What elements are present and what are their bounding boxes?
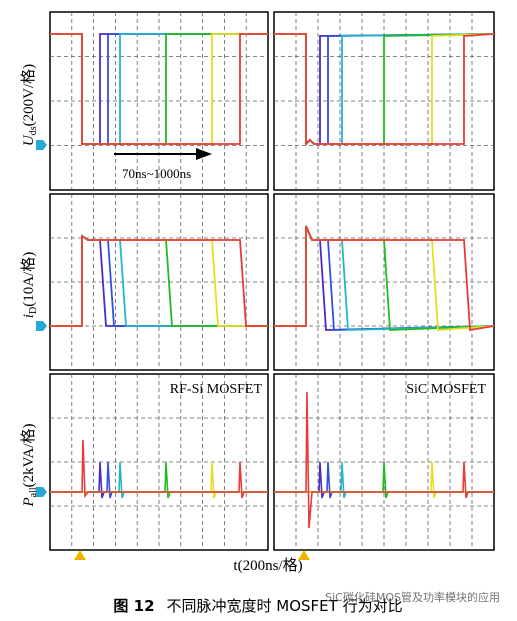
trigger-marker-rfsi [74,550,86,560]
left-panel-title: RF-Si MOSFET [170,382,263,397]
y-label-id: iD(10A/格) [20,252,39,318]
right-panel-title: SiC MOSFET [406,382,486,397]
ground-marker-id [36,321,47,331]
panel-uds-rfsi [49,11,269,191]
series-line-1000ns [274,33,495,147]
figure-caption: 图 12 不同脉冲宽度时 MOSFET 行为对比 [113,597,402,615]
series-line-1000ns [50,33,268,145]
ground-marker-uds [36,140,47,150]
panel-id-sic [273,193,495,371]
watermark-text: SiC碳化硅MOS管及功率模块的应用 [325,590,500,604]
panel-id-rfsi [49,193,269,371]
y-label-uds: Uds(200V/格) [20,64,39,146]
series-line-1000ns [50,439,268,499]
series-line-1000ns [274,225,495,332]
series-line-1000ns [274,391,494,529]
pulse-range-arrowhead [196,148,212,160]
series-line-1000ns [50,234,268,327]
trigger-marker-sic [298,550,310,560]
x-axis-label: t(200ns/格) [233,557,302,574]
ground-marker-pall [36,487,47,497]
labels: RF-Si MOSFET SiC MOSFET 70ns~1000ns Uds(… [20,64,500,615]
panel-pall-rfsi [49,373,269,551]
y-label-pall: Pall(2kVA/格) [20,423,39,507]
arrow-annotation: 70ns~1000ns [122,166,191,181]
panels [36,11,495,560]
